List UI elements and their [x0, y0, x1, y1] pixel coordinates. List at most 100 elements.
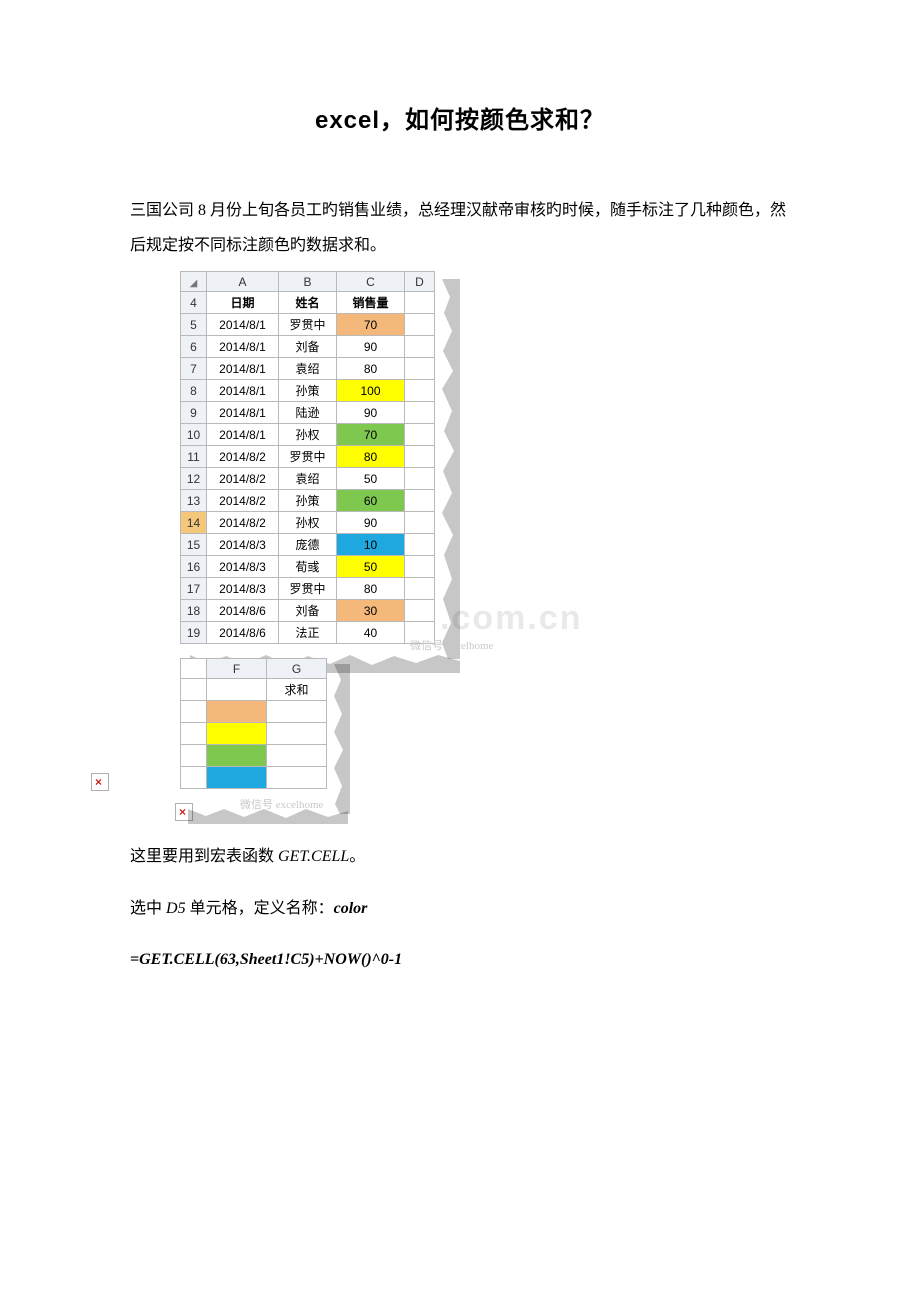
- row-number: 9: [181, 402, 207, 424]
- table-row: [181, 723, 327, 745]
- column-header: C: [337, 272, 405, 292]
- sum-value-cell: [267, 767, 327, 789]
- column-header: G: [267, 659, 327, 679]
- table-row: 162014/8/3荀彧50: [181, 556, 435, 578]
- cell-date: 2014/8/1: [207, 314, 279, 336]
- cell-sales: 90: [337, 336, 405, 358]
- cell-ref-d5: D5: [166, 900, 186, 917]
- row-number: 4: [181, 292, 207, 314]
- cell-sales: 80: [337, 358, 405, 380]
- table-row: 132014/8/2孙策60: [181, 490, 435, 512]
- cell-empty: [405, 446, 435, 468]
- cell-sales: 60: [337, 490, 405, 512]
- column-header: B: [279, 272, 337, 292]
- cell-sales: 40: [337, 622, 405, 644]
- table-header-cell: 日期: [207, 292, 279, 314]
- row-number: 18: [181, 600, 207, 622]
- table-header-cell: 求和: [267, 679, 327, 701]
- row-number: 19: [181, 622, 207, 644]
- cell-name: 庞德: [279, 534, 337, 556]
- cell-empty: [405, 402, 435, 424]
- table-row: 102014/8/1孙权70: [181, 424, 435, 446]
- text-frag: 。: [349, 848, 365, 865]
- table-row: 62014/8/1刘备90: [181, 336, 435, 358]
- cell-empty: [405, 556, 435, 578]
- torn-edge-right: [438, 279, 466, 659]
- sum-value-cell: [267, 723, 327, 745]
- text-frag: 单元格，定义名称：: [186, 900, 334, 917]
- table-row: 172014/8/3罗贯中80: [181, 578, 435, 600]
- cell-name: 孙策: [279, 490, 337, 512]
- table-row: 82014/8/1孙策100: [181, 380, 435, 402]
- row-number: 14: [181, 512, 207, 534]
- cell-name: 袁绍: [279, 358, 337, 380]
- row-number: 15: [181, 534, 207, 556]
- cell-date: 2014/8/3: [207, 534, 279, 556]
- cell-sales: 30: [337, 600, 405, 622]
- color-swatch-cell: [207, 701, 267, 723]
- row-number: 10: [181, 424, 207, 446]
- cell-name: 孙策: [279, 380, 337, 402]
- row-number: 5: [181, 314, 207, 336]
- table-header-cell: 姓名: [279, 292, 337, 314]
- watermark-large: .com.cn: [440, 599, 582, 638]
- column-header: A: [207, 272, 279, 292]
- text-frag: 这里要用到宏表函数: [130, 848, 278, 865]
- row-number: 11: [181, 446, 207, 468]
- cell-empty: [405, 512, 435, 534]
- cell-name: 罗贯中: [279, 314, 337, 336]
- color-sum-table: FG求和: [180, 658, 327, 789]
- row-number: 7: [181, 358, 207, 380]
- color-swatch-cell: [207, 745, 267, 767]
- cell-empty: [405, 468, 435, 490]
- table-row: 52014/8/1罗贯中70: [181, 314, 435, 336]
- cell-empty: [405, 622, 435, 644]
- text-frag: 选中: [130, 900, 166, 917]
- cell-name: 荀彧: [279, 556, 337, 578]
- cell-name: 孙权: [279, 424, 337, 446]
- column-header: D: [405, 272, 435, 292]
- cell-sales: 50: [337, 468, 405, 490]
- row-number: 16: [181, 556, 207, 578]
- torn-edge-right-small: [330, 664, 354, 814]
- table-row: 112014/8/2罗贯中80: [181, 446, 435, 468]
- cell-sales: 90: [337, 402, 405, 424]
- cell-date: 2014/8/2: [207, 468, 279, 490]
- cell-empty: [405, 336, 435, 358]
- cell-date: 2014/8/1: [207, 336, 279, 358]
- formula-line: =GET.CELL(63,Sheet1!C5)+NOW()^0-1: [130, 942, 790, 977]
- cell-sales: 10: [337, 534, 405, 556]
- row-number: 6: [181, 336, 207, 358]
- cell-date: 2014/8/3: [207, 556, 279, 578]
- cell-sales: 100: [337, 380, 405, 402]
- table-row: 92014/8/1陆逊90: [181, 402, 435, 424]
- cell-name: 法正: [279, 622, 337, 644]
- sum-value-cell: [267, 701, 327, 723]
- main-data-table: ◢ABCD4日期姓名销售量52014/8/1罗贯中7062014/8/1刘备90…: [180, 271, 435, 644]
- cell-sales: 70: [337, 424, 405, 446]
- cell-date: 2014/8/2: [207, 490, 279, 512]
- table-row: [181, 767, 327, 789]
- cell-empty: [405, 578, 435, 600]
- cell-date: 2014/8/6: [207, 622, 279, 644]
- cell-date: 2014/8/1: [207, 380, 279, 402]
- row-number: 13: [181, 490, 207, 512]
- cell-sales: 50: [337, 556, 405, 578]
- cell-name: 陆逊: [279, 402, 337, 424]
- cell-date: 2014/8/1: [207, 424, 279, 446]
- table-row: [181, 745, 327, 767]
- defined-name-color: color: [334, 900, 368, 917]
- cell-name: 刘备: [279, 336, 337, 358]
- cell-name: 袁绍: [279, 468, 337, 490]
- table-row: 192014/8/6法正40: [181, 622, 435, 644]
- cell-sales: 80: [337, 446, 405, 468]
- table-row: 72014/8/1袁绍80: [181, 358, 435, 380]
- excel-small-figure: FG求和 微信号 excelhome: [180, 658, 790, 789]
- table-header-cell: 销售量: [337, 292, 405, 314]
- cell-sales: 70: [337, 314, 405, 336]
- cell-date: 2014/8/3: [207, 578, 279, 600]
- cell-sales: 90: [337, 512, 405, 534]
- cell-empty: [405, 424, 435, 446]
- cell-name: 刘备: [279, 600, 337, 622]
- excel-main-figure: ◢ABCD4日期姓名销售量52014/8/1罗贯中7062014/8/1刘备90…: [180, 271, 790, 644]
